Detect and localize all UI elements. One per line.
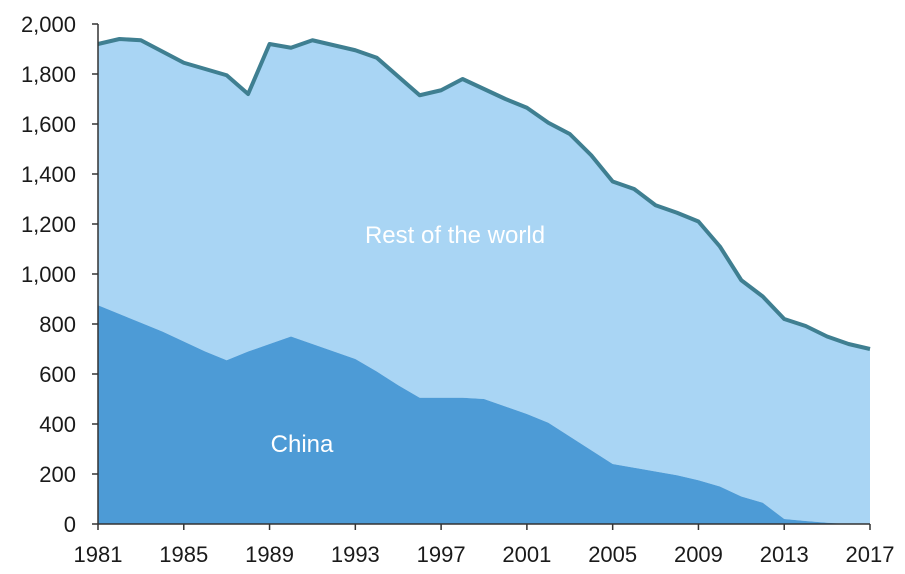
- y-tick-label: 1,000: [21, 262, 76, 287]
- y-tick-label: 400: [39, 412, 76, 437]
- y-tick-label: 0: [64, 512, 76, 537]
- y-tick-label: 200: [39, 462, 76, 487]
- x-tick-label: 2013: [760, 542, 809, 567]
- area-china: [98, 305, 870, 524]
- areas-group: [97, 37, 871, 524]
- x-tick-label: 2009: [674, 542, 723, 567]
- y-tick-label: 800: [39, 312, 76, 337]
- x-tick-label: 2001: [502, 542, 551, 567]
- y-tick-label: 1,600: [21, 112, 76, 137]
- x-tick-label: 1981: [74, 542, 123, 567]
- x-tick-label: 1989: [245, 542, 294, 567]
- x-tick-label: 1993: [331, 542, 380, 567]
- total-line: [97, 37, 871, 351]
- series-label-rest: Rest of the world: [365, 222, 545, 249]
- area-rest-of-world: [98, 39, 870, 524]
- series-label-china: China: [271, 431, 334, 458]
- y-tick-label: 1,200: [21, 212, 76, 237]
- x-tick-label: 2005: [588, 542, 637, 567]
- x-tick-label: 1997: [417, 542, 466, 567]
- y-tick-label: 1,400: [21, 162, 76, 187]
- y-tick-label: 2,000: [21, 12, 76, 37]
- y-tick-label: 600: [39, 362, 76, 387]
- ticks-group: 0 200 400 600 800 1,000 1,200 1,400 1,600 1,800 2,…: [21, 12, 895, 567]
- y-tick-label: 1,800: [21, 62, 76, 87]
- x-tick-label: 2017: [846, 542, 895, 567]
- x-tick-label: 1985: [159, 542, 208, 567]
